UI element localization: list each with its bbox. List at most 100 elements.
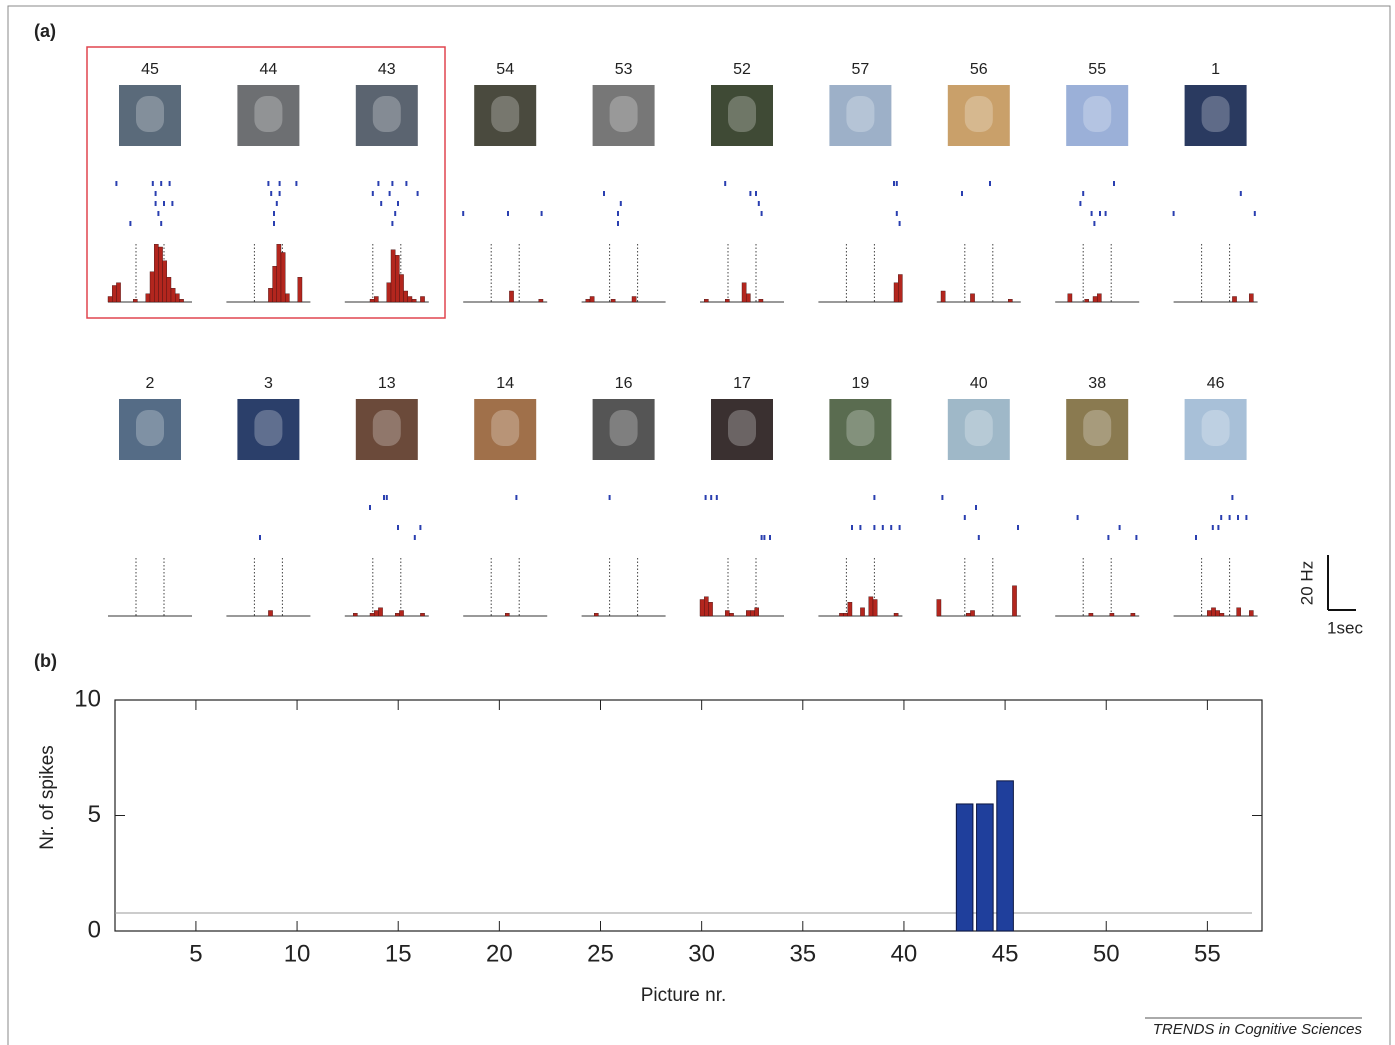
hist-bar (107, 296, 113, 303)
bar (976, 803, 994, 932)
y-tick-label: 10 (74, 685, 101, 712)
hist-bar (868, 596, 874, 617)
panel-number: 3 (264, 375, 273, 392)
spike (895, 211, 898, 216)
hist-bar (970, 293, 975, 303)
hist-bar (872, 599, 878, 617)
spike (157, 211, 160, 216)
spike (1104, 211, 1107, 216)
x-axis-label: Picture nr. (641, 985, 727, 1006)
hist-bar (272, 266, 278, 303)
spike (295, 181, 298, 186)
stimulus-image (711, 399, 773, 460)
panel-number: 55 (1088, 61, 1106, 78)
hist-bar (1084, 299, 1089, 303)
spike (763, 535, 766, 540)
stimulus-image-face (1201, 410, 1230, 446)
spike (278, 181, 281, 186)
spike (1211, 525, 1214, 530)
hist-bar (116, 282, 121, 303)
hist-bar (407, 296, 413, 303)
spike (160, 181, 163, 186)
bar (996, 780, 1014, 932)
hist-bar (505, 613, 510, 617)
panel-number: 44 (260, 61, 278, 78)
spike (515, 495, 518, 500)
stimulus-image (947, 85, 1010, 146)
hist-bar (839, 613, 844, 617)
stimulus-image (119, 399, 181, 460)
stimulus-image-face (846, 410, 875, 446)
hist-bar (285, 293, 290, 303)
panel-number: 16 (615, 375, 633, 392)
hist-bar (153, 244, 159, 303)
hist-bar (158, 246, 163, 303)
hist-bar (585, 299, 591, 303)
spike (1118, 525, 1121, 530)
spike (769, 535, 771, 540)
hist-bar (132, 299, 138, 303)
hist-bar (725, 299, 730, 303)
stimulus-image (592, 399, 655, 460)
stimulus-image (474, 85, 537, 146)
spike (961, 191, 963, 196)
hist-bar (420, 296, 425, 303)
stimulus-image (1184, 85, 1247, 146)
stimulus-image-face (136, 410, 164, 446)
hist-bar (374, 296, 379, 303)
hist-bar (268, 288, 273, 303)
spike (1099, 211, 1101, 216)
spike (873, 525, 876, 530)
hist-bar (893, 282, 899, 303)
spike (1172, 211, 1175, 216)
spike (608, 495, 611, 500)
hist-bar (746, 610, 751, 617)
spike (371, 191, 374, 196)
x-tick-label: 15 (385, 940, 412, 967)
hist-bar (589, 296, 595, 303)
y-axis-label: Nr. of spikes (37, 745, 58, 850)
hist-bar (704, 596, 709, 617)
stimulus-image (355, 85, 418, 146)
stimulus-image-face (728, 410, 756, 446)
spike (369, 505, 371, 510)
frame (7, 5, 1391, 1045)
spike (1135, 535, 1138, 540)
spike (1228, 515, 1231, 520)
hist-bar (174, 293, 180, 303)
spike (859, 525, 862, 530)
stimulus-image (829, 399, 892, 460)
hist-bar (1215, 610, 1220, 617)
spike (154, 191, 157, 196)
hist-bar (1067, 293, 1073, 303)
spike (1239, 191, 1242, 196)
spike (941, 495, 944, 500)
panel-number: 56 (970, 61, 988, 78)
stimulus-image (829, 85, 892, 146)
stimulus-image (1066, 85, 1129, 146)
spike (1107, 535, 1110, 540)
hist-bar (403, 290, 409, 303)
hist-bar (754, 607, 759, 617)
spike (893, 181, 895, 186)
spike (1079, 201, 1082, 206)
spike (749, 191, 752, 196)
hist-bar (725, 610, 730, 617)
spike (977, 535, 980, 540)
stimulus-image-face (254, 410, 283, 446)
panel-number: 54 (496, 61, 514, 78)
hist-bar (399, 274, 404, 303)
spike (275, 201, 278, 206)
spike (617, 221, 619, 226)
spike (419, 525, 422, 530)
hist-bar (369, 299, 375, 303)
spike (168, 181, 171, 186)
spike (462, 211, 465, 216)
hist-bar (898, 274, 903, 303)
hist-bar (395, 613, 400, 617)
spike (757, 201, 760, 206)
spike (405, 181, 408, 186)
hist-bar (750, 610, 755, 617)
hist-bar (280, 252, 286, 303)
